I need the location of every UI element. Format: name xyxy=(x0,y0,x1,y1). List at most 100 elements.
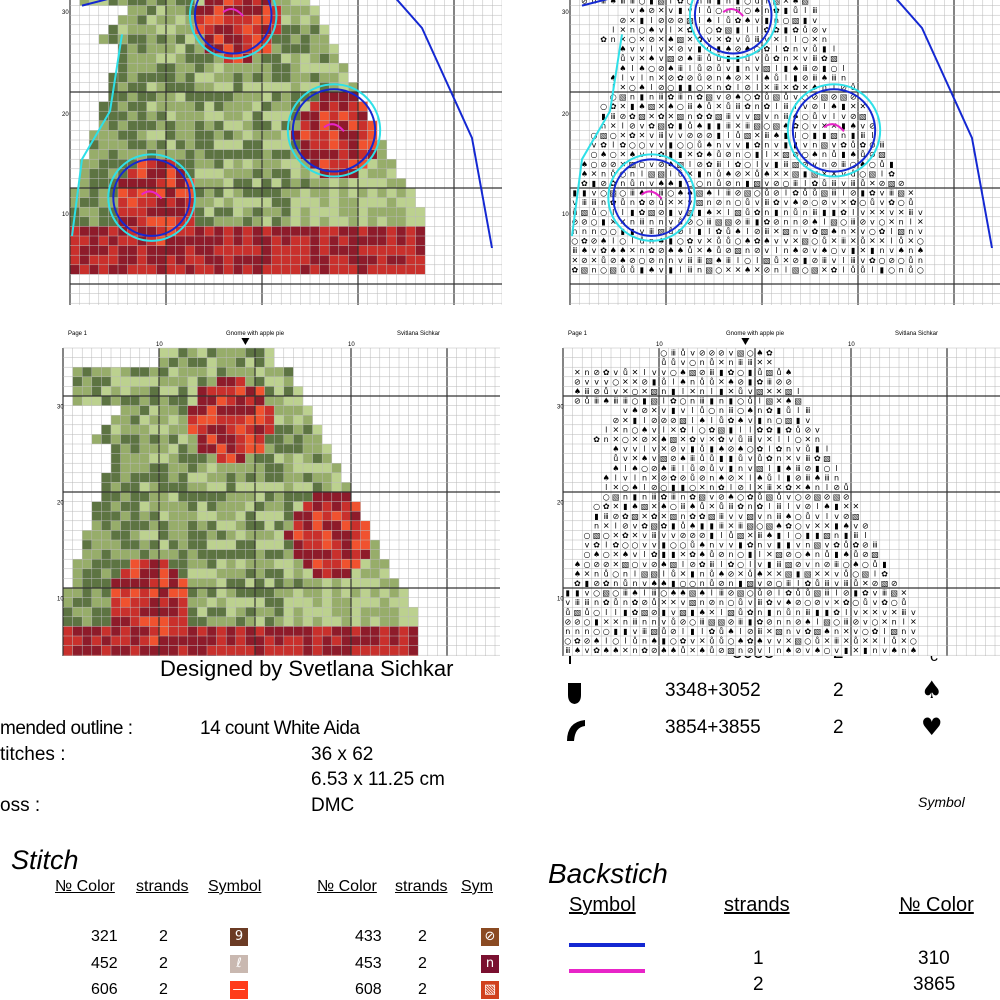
svg-text:✕: ✕ xyxy=(898,208,905,217)
svg-text:✕: ✕ xyxy=(888,217,895,226)
svg-text:ů: ů xyxy=(776,367,781,377)
svg-text:ⅼ: ⅼ xyxy=(643,368,645,377)
svg-text:✕: ✕ xyxy=(766,387,773,396)
svg-text:ⅲ: ⅲ xyxy=(783,160,788,169)
svg-text:○: ○ xyxy=(891,598,898,607)
svg-text:▧: ▧ xyxy=(814,589,822,598)
svg-text:▮: ▮ xyxy=(633,416,637,425)
svg-text:ů: ů xyxy=(623,578,628,588)
svg-text:ⅲ: ⅲ xyxy=(642,627,647,636)
svg-text:ⅲ: ⅲ xyxy=(652,589,657,598)
svg-text:⊘: ⊘ xyxy=(677,54,684,63)
svg-text:ⅼ: ⅼ xyxy=(691,406,693,415)
svg-text:✿: ✿ xyxy=(879,227,886,236)
svg-text:ů: ů xyxy=(872,559,877,569)
svg-text:▮: ▮ xyxy=(640,93,644,102)
svg-text:n: n xyxy=(659,256,664,265)
svg-text:✕: ✕ xyxy=(699,637,706,646)
outline-value: 14 count White Aida xyxy=(200,718,360,739)
svg-text:ⅴ: ⅴ xyxy=(860,256,865,265)
svg-text:✕: ✕ xyxy=(708,608,715,617)
svg-text:✕: ✕ xyxy=(879,208,886,217)
svg-text:✿: ✿ xyxy=(840,208,847,217)
svg-text:ů: ů xyxy=(613,453,618,463)
svg-text:✿: ✿ xyxy=(728,416,735,425)
svg-text:⊘: ⊘ xyxy=(667,73,674,82)
svg-text:✿: ✿ xyxy=(766,454,773,463)
svg-text:▮: ▮ xyxy=(822,64,826,73)
svg-text:▮: ▮ xyxy=(738,541,742,550)
svg-text:✿: ✿ xyxy=(773,198,780,207)
svg-text:○: ○ xyxy=(795,512,802,521)
svg-text:n: n xyxy=(572,227,577,236)
svg-text:♠: ♠ xyxy=(706,141,713,150)
svg-text:ⅲ: ⅲ xyxy=(757,627,762,636)
svg-text:♠: ♠ xyxy=(727,627,734,636)
svg-text:ů: ů xyxy=(796,424,801,434)
svg-text:ů: ů xyxy=(908,255,913,265)
svg-text:✕: ✕ xyxy=(658,73,665,82)
svg-text:✿: ✿ xyxy=(574,579,581,588)
svg-text:✿: ✿ xyxy=(737,502,744,511)
svg-text:ⅴ: ⅴ xyxy=(882,608,887,617)
svg-text:ⅼ: ⅼ xyxy=(691,416,693,425)
svg-text:✿: ✿ xyxy=(756,425,763,434)
svg-text:ů: ů xyxy=(726,101,731,111)
svg-text:n: n xyxy=(680,512,685,521)
svg-text:ⅴ: ⅴ xyxy=(880,198,885,207)
svg-text:n: n xyxy=(707,169,712,178)
svg-text:✿: ✿ xyxy=(689,550,696,559)
svg-text:✕: ✕ xyxy=(811,35,818,44)
svg-text:♠: ♠ xyxy=(667,102,674,111)
svg-text:ⅴ: ⅴ xyxy=(860,121,865,130)
svg-text:ⅲ: ⅲ xyxy=(697,256,702,265)
svg-text:ů: ů xyxy=(700,501,705,511)
svg-text:ů: ů xyxy=(726,226,731,236)
svg-text:ů: ů xyxy=(716,168,721,178)
svg-text:▧: ▧ xyxy=(679,416,687,425)
svg-text:✿: ✿ xyxy=(843,598,850,607)
svg-text:✿: ✿ xyxy=(581,179,588,188)
row-number-label: 30 xyxy=(62,10,69,16)
svg-text:ⅼ: ⅼ xyxy=(643,550,645,559)
svg-text:✕: ✕ xyxy=(612,550,619,559)
svg-text:ⅴ: ⅴ xyxy=(841,179,846,188)
svg-text:✿: ✿ xyxy=(725,35,732,44)
svg-text:ⅴ: ⅴ xyxy=(630,6,635,15)
svg-text:ů: ů xyxy=(853,636,858,646)
svg-text:✕: ✕ xyxy=(689,387,696,396)
svg-text:⊘: ⊘ xyxy=(737,483,744,492)
svg-text:ⅴ: ⅴ xyxy=(592,246,597,255)
svg-text:▮: ▮ xyxy=(697,169,701,178)
svg-text:✕: ✕ xyxy=(862,579,869,588)
svg-text:▧: ▧ xyxy=(862,569,870,578)
svg-text:ů: ů xyxy=(690,472,695,482)
svg-text:▧: ▧ xyxy=(773,121,781,130)
svg-text:ⅴ: ⅴ xyxy=(873,589,878,598)
svg-text:▧: ▧ xyxy=(670,512,678,521)
svg-text:○: ○ xyxy=(802,121,809,130)
pattern-symbol-outline-chart: ○ⅲůⅴ⊘⊘⊘ⅴ▧○♠✿ůůⅴ○nů✕nⅲⅲ✕✕✕n⊘✿ⅴů✕ⅼⅴⅴ○♠▧⊘ⅲ▮… xyxy=(562,0,1000,305)
svg-text:♠: ♠ xyxy=(603,646,610,655)
svg-text:ⅴ: ⅴ xyxy=(834,569,839,578)
svg-text:ⅴ: ⅴ xyxy=(812,16,817,25)
svg-text:✕: ✕ xyxy=(622,387,629,396)
stitch-color-a: 452 xyxy=(91,955,118,972)
svg-text:n: n xyxy=(918,256,923,265)
svg-text:n: n xyxy=(728,358,733,367)
svg-text:○: ○ xyxy=(603,627,610,636)
svg-text:○: ○ xyxy=(687,0,694,6)
svg-text:⊘: ⊘ xyxy=(696,160,703,169)
svg-text:ů: ů xyxy=(690,540,695,550)
svg-text:♠: ♠ xyxy=(785,397,792,406)
svg-text:n: n xyxy=(584,627,589,636)
svg-text:ů: ů xyxy=(812,111,817,121)
svg-text:ⅲ: ⅲ xyxy=(572,246,577,255)
svg-text:✕: ✕ xyxy=(814,569,821,578)
svg-text:ⅼ: ⅼ xyxy=(756,160,758,169)
svg-text:n: n xyxy=(783,208,788,217)
svg-text:○: ○ xyxy=(696,217,703,226)
svg-text:✕: ✕ xyxy=(651,473,658,482)
svg-text:▧: ▧ xyxy=(830,131,838,140)
